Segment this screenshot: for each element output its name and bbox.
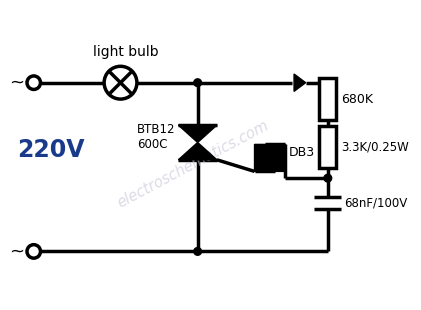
Circle shape bbox=[324, 174, 332, 182]
Text: 68nF/100V: 68nF/100V bbox=[344, 197, 408, 210]
Text: 680K: 680K bbox=[341, 93, 373, 106]
Polygon shape bbox=[294, 74, 306, 91]
Bar bbox=[319, 126, 336, 169]
Text: BTB12
600C: BTB12 600C bbox=[137, 123, 176, 151]
Circle shape bbox=[194, 79, 202, 86]
Text: 3.3K/0.25W: 3.3K/0.25W bbox=[341, 141, 409, 154]
Polygon shape bbox=[179, 125, 217, 143]
Polygon shape bbox=[255, 144, 285, 171]
Text: DB3: DB3 bbox=[289, 146, 315, 159]
Text: 220V: 220V bbox=[17, 138, 85, 162]
Circle shape bbox=[194, 248, 202, 255]
Bar bbox=[319, 78, 336, 120]
Text: ~: ~ bbox=[9, 74, 24, 92]
Polygon shape bbox=[179, 143, 217, 160]
Text: electroschematics.com: electroschematics.com bbox=[115, 118, 271, 211]
Text: light bulb: light bulb bbox=[93, 45, 158, 59]
Polygon shape bbox=[255, 144, 285, 171]
Text: ~: ~ bbox=[9, 242, 24, 260]
